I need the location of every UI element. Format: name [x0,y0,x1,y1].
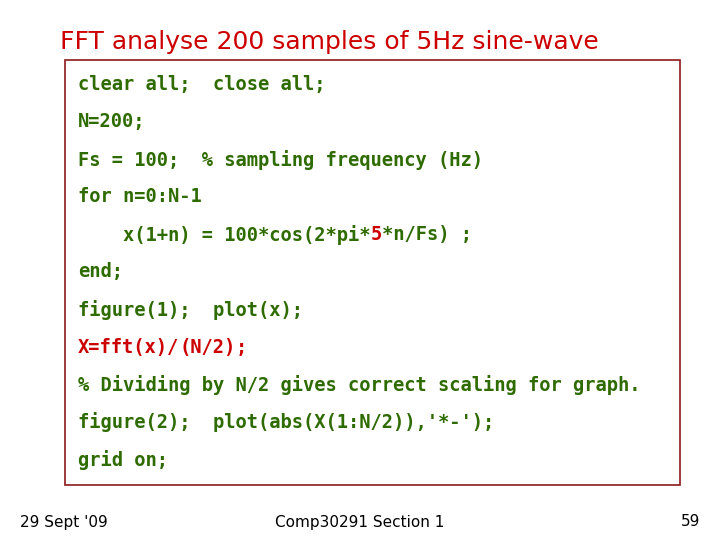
Text: for n=0:N-1: for n=0:N-1 [78,187,202,206]
Text: end;: end; [78,262,123,281]
Text: N=200;: N=200; [78,112,145,132]
Text: figure(2);  plot(abs(X(1:N/2)),'*-');: figure(2); plot(abs(X(1:N/2)),'*-'); [78,413,494,433]
Text: 59: 59 [680,515,700,530]
Text: (N/2): (N/2) [179,338,235,356]
Text: 5: 5 [371,225,382,244]
Text: X=fft(x)/: X=fft(x)/ [78,338,179,356]
Text: x(1+n) = 100*cos(2*pi*: x(1+n) = 100*cos(2*pi* [78,225,371,245]
Text: *n/Fs) ;: *n/Fs) ; [382,225,472,244]
Text: Comp30291 Section 1: Comp30291 Section 1 [275,515,445,530]
Text: figure(1);  plot(x);: figure(1); plot(x); [78,300,303,320]
Text: ;: ; [235,338,247,356]
FancyBboxPatch shape [65,60,680,485]
Text: clear all;  close all;: clear all; close all; [78,75,325,94]
Text: grid on;: grid on; [78,450,168,470]
Text: 29 Sept '09: 29 Sept '09 [20,515,108,530]
Text: FFT analyse 200 samples of 5Hz sine-wave: FFT analyse 200 samples of 5Hz sine-wave [60,30,599,54]
Text: Fs = 100;  % sampling frequency (Hz): Fs = 100; % sampling frequency (Hz) [78,150,483,170]
Text: % Dividing by N/2 gives correct scaling for graph.: % Dividing by N/2 gives correct scaling … [78,375,641,395]
